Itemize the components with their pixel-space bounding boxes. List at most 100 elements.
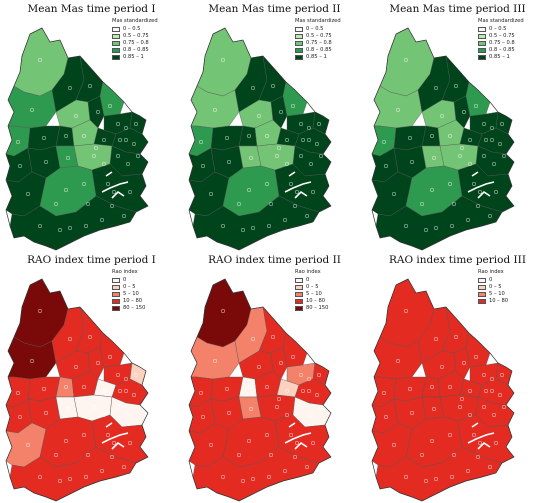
station-marker xyxy=(292,203,298,209)
legend-entry: 0.5 – 0.75 xyxy=(112,33,158,40)
station-marker xyxy=(431,406,437,412)
station-marker xyxy=(101,137,107,143)
station-marker xyxy=(81,384,87,390)
legend-label: 0 – 5 xyxy=(489,284,502,290)
station-marker xyxy=(121,464,127,470)
legend-label: 0.8 – 0.85 xyxy=(306,47,332,53)
legend-title: Rao index xyxy=(112,269,138,275)
map-region xyxy=(465,332,491,368)
station-marker xyxy=(109,454,115,460)
station-marker xyxy=(256,364,262,370)
legend-title: Rao index xyxy=(478,269,504,275)
station-marker xyxy=(481,404,487,410)
station-marker xyxy=(284,412,290,418)
station-marker xyxy=(123,125,129,131)
station-marker xyxy=(489,388,495,394)
station-marker xyxy=(310,189,316,195)
station-marker xyxy=(266,223,272,229)
station-marker xyxy=(471,432,477,438)
map-panel: Mean Mas time period I Mas standardized 0 … xyxy=(0,0,183,251)
station-marker xyxy=(198,139,204,145)
panel-title: RAO index time period I xyxy=(27,254,156,266)
station-marker xyxy=(276,145,282,151)
legend-swatch xyxy=(295,27,303,32)
station-marker xyxy=(316,121,322,127)
station-marker xyxy=(467,388,473,394)
station-marker xyxy=(290,103,296,109)
station-marker xyxy=(288,432,294,438)
legend-entry: 10 – 80 xyxy=(295,298,328,305)
station-marker xyxy=(314,141,320,147)
station-marker xyxy=(115,121,121,127)
station-marker xyxy=(298,372,304,378)
station-marker xyxy=(99,217,105,223)
station-marker xyxy=(304,464,310,470)
station-marker xyxy=(300,137,306,143)
station-marker xyxy=(133,121,139,127)
station-marker xyxy=(391,191,397,197)
legend-swatch xyxy=(478,278,486,283)
station-marker xyxy=(318,153,324,159)
station-marker xyxy=(17,414,23,420)
station-marker xyxy=(123,376,129,382)
legend-entry: 80 – 150 xyxy=(295,305,328,312)
legend-swatch xyxy=(295,306,303,311)
station-marker xyxy=(101,388,107,394)
map-legend: Mas standardized 0 – 0.5 0.5 – 0.75 0.75 – … xyxy=(295,18,341,61)
station-marker xyxy=(461,360,467,366)
panel-title: RAO index time period III xyxy=(389,254,526,266)
station-marker xyxy=(310,440,316,446)
station-marker xyxy=(200,414,206,420)
station-marker xyxy=(65,406,71,412)
station-marker xyxy=(87,83,93,89)
station-marker xyxy=(288,181,294,187)
station-marker xyxy=(419,452,425,458)
legend-swatch xyxy=(478,48,486,53)
map-region xyxy=(282,332,308,368)
legend-label: 0 – 5 xyxy=(306,284,319,290)
station-marker xyxy=(439,364,445,370)
legend-label: 0.5 – 0.75 xyxy=(489,33,515,39)
station-marker xyxy=(461,109,467,115)
station-marker xyxy=(53,452,59,458)
station-marker xyxy=(431,155,437,161)
station-marker xyxy=(294,189,300,195)
legend-swatch xyxy=(478,55,486,60)
station-marker xyxy=(93,396,99,402)
station-marker xyxy=(101,412,107,418)
legend-entry: 0.75 – 0.8 xyxy=(478,40,524,47)
legend-entry: 0 – 0.5 xyxy=(478,26,524,33)
legend-entry: 0 xyxy=(112,277,145,284)
station-marker xyxy=(250,336,256,342)
station-marker xyxy=(41,386,47,392)
station-marker xyxy=(264,432,270,438)
station-marker xyxy=(37,57,43,63)
station-marker xyxy=(266,474,272,480)
station-marker xyxy=(298,121,304,127)
legend-label: 5 – 10 xyxy=(123,291,139,297)
legend-swatch xyxy=(295,285,303,290)
station-marker xyxy=(477,440,483,446)
legend-swatch xyxy=(112,285,120,290)
station-marker xyxy=(115,404,121,410)
station-marker xyxy=(105,432,111,438)
station-marker xyxy=(220,57,226,63)
station-marker xyxy=(236,201,242,207)
river-line xyxy=(467,422,495,450)
station-marker xyxy=(471,181,477,187)
map-panel: Mean Mas time period III Mas standardized… xyxy=(366,0,549,251)
station-marker xyxy=(111,440,117,446)
legend-label: 80 – 150 xyxy=(123,305,146,311)
station-marker xyxy=(304,213,310,219)
station-marker xyxy=(439,113,445,119)
choropleth-map xyxy=(5,278,149,502)
legend-swatch xyxy=(478,285,486,290)
station-marker xyxy=(264,384,270,390)
station-marker xyxy=(135,404,141,410)
station-marker xyxy=(250,476,256,482)
station-marker xyxy=(453,83,459,89)
station-marker xyxy=(200,163,206,169)
legend-entry: 10 – 80 xyxy=(478,298,508,305)
station-marker xyxy=(117,137,123,143)
